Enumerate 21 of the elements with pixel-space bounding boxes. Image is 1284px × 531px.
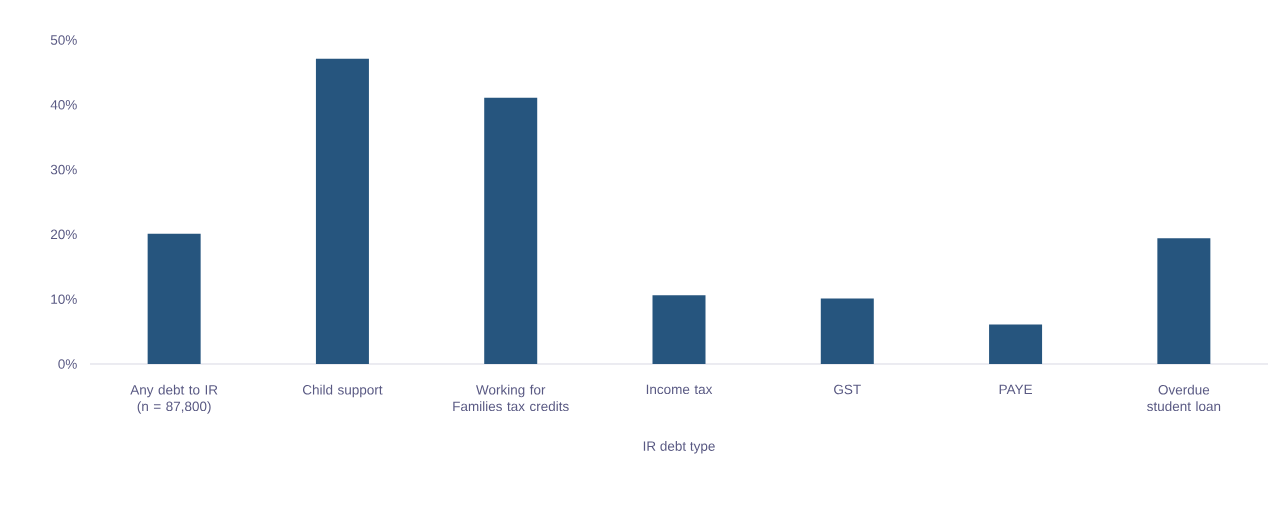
y-tick-label: 10% [51,294,77,304]
x-tick-label: Any debt to IR (n = 87,800) [130,384,218,414]
y-tick-label: 40% [50,100,77,110]
bar [1157,238,1211,364]
x-tick-label: PAYE [999,384,1032,394]
bar [820,298,874,364]
x-tick-label: Income tax [646,384,713,395]
x-tick-label: Working for Families tax credits [453,384,569,412]
y-tick-label: 50% [50,35,77,45]
y-tick-label: 0% [58,359,77,369]
y-tick-label: 20% [50,229,77,240]
bar [652,295,706,364]
x-tick-label: Overdue student loan [1147,384,1221,412]
bar [484,97,538,364]
y-tick-label: 30% [50,164,77,175]
x-tick-label: GST [834,384,861,395]
x-axis-title: IR debt type [643,440,715,454]
bar [147,233,201,364]
x-tick-label: Child support [302,384,383,398]
bar [989,324,1043,364]
bar [315,58,369,364]
